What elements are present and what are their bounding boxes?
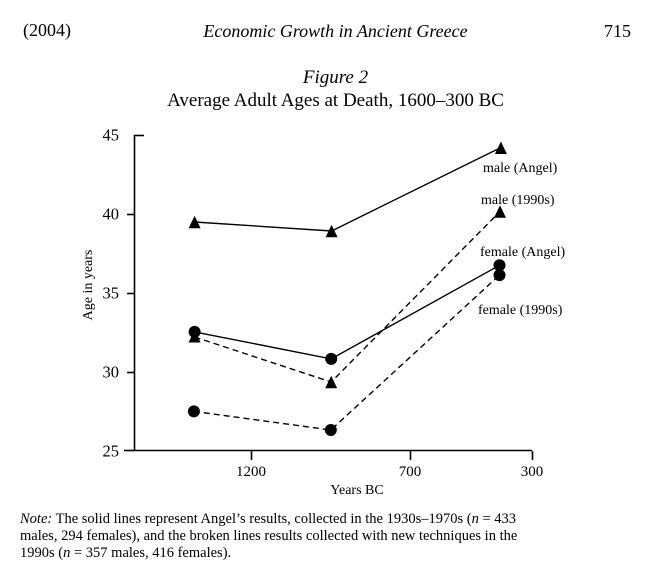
- svg-text:700: 700: [399, 464, 422, 480]
- svg-text:300: 300: [521, 464, 544, 480]
- svg-text:male (Angel): male (Angel): [483, 161, 558, 176]
- svg-text:male (1990s): male (1990s): [481, 193, 555, 208]
- svg-text:25: 25: [103, 442, 120, 461]
- svg-text:45: 45: [103, 126, 120, 145]
- svg-text:Age in years: Age in years: [81, 250, 96, 321]
- svg-text:35: 35: [103, 284, 120, 303]
- svg-text:female (Angel): female (Angel): [480, 245, 565, 260]
- svg-text:1200: 1200: [236, 464, 266, 480]
- svg-text:female (1990s): female (1990s): [478, 303, 563, 318]
- svg-text:Years BC: Years BC: [330, 483, 383, 498]
- svg-text:40: 40: [103, 205, 120, 224]
- svg-text:30: 30: [103, 363, 120, 382]
